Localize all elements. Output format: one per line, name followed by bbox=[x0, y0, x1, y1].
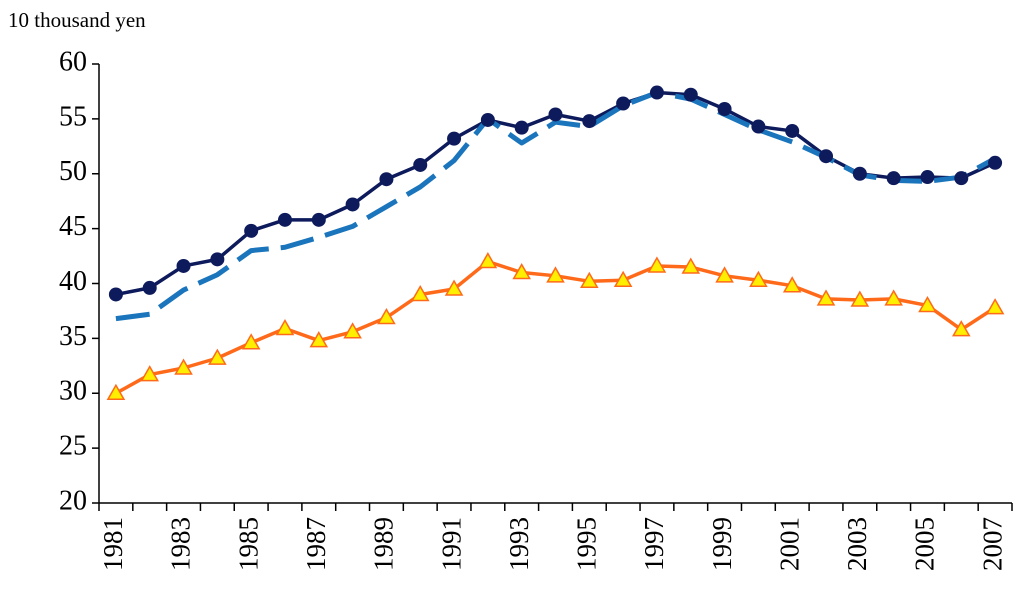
point bbox=[649, 85, 664, 100]
point bbox=[410, 284, 430, 302]
point bbox=[108, 287, 123, 302]
x-tick-label: 1987 bbox=[301, 517, 331, 571]
point bbox=[616, 96, 631, 111]
x-tick-label: 2001 bbox=[774, 517, 804, 571]
point bbox=[174, 358, 193, 375]
point bbox=[816, 289, 836, 306]
point bbox=[683, 87, 698, 102]
point bbox=[785, 123, 800, 138]
point bbox=[343, 322, 362, 339]
point bbox=[377, 308, 396, 325]
x-tick-label: 1981 bbox=[98, 517, 128, 571]
point bbox=[717, 101, 732, 116]
x-tick-label: 1985 bbox=[233, 517, 263, 571]
point bbox=[548, 107, 563, 122]
point bbox=[681, 257, 701, 274]
point bbox=[749, 270, 768, 287]
x-tick-label: 2003 bbox=[842, 517, 872, 571]
y-tick-label: 35 bbox=[59, 321, 87, 352]
x-tick-label: 1993 bbox=[504, 517, 534, 571]
point bbox=[309, 331, 329, 348]
point bbox=[379, 172, 394, 187]
x-tick-label: 1983 bbox=[166, 517, 196, 571]
point bbox=[311, 212, 326, 227]
point bbox=[480, 112, 495, 127]
point bbox=[988, 155, 1003, 170]
point bbox=[582, 114, 597, 129]
point bbox=[715, 266, 734, 283]
x-tick-label: 1989 bbox=[369, 517, 399, 571]
point bbox=[413, 157, 428, 172]
point bbox=[920, 170, 935, 185]
point bbox=[275, 318, 295, 336]
point bbox=[142, 280, 157, 295]
y-axis-label: 10 thousand yen bbox=[8, 8, 146, 32]
point bbox=[951, 320, 971, 337]
y-tick-label: 20 bbox=[59, 485, 87, 516]
point bbox=[244, 223, 259, 238]
point bbox=[478, 252, 498, 269]
y-tick-label: 50 bbox=[59, 156, 87, 187]
point bbox=[546, 266, 565, 283]
point bbox=[345, 197, 360, 212]
point bbox=[850, 290, 870, 307]
y-tick-label: 55 bbox=[59, 101, 87, 132]
point bbox=[580, 271, 599, 289]
x-tick-label: 1991 bbox=[436, 517, 466, 571]
point bbox=[884, 289, 903, 306]
point bbox=[886, 171, 901, 186]
point bbox=[852, 166, 867, 181]
point bbox=[514, 120, 529, 135]
point bbox=[613, 270, 633, 287]
y-tick-label: 25 bbox=[59, 431, 87, 462]
x-tick-label: 2007 bbox=[977, 517, 1007, 571]
point bbox=[954, 171, 969, 186]
point bbox=[176, 258, 191, 273]
y-tick-label: 60 bbox=[59, 46, 87, 77]
point bbox=[985, 298, 1005, 315]
point bbox=[819, 149, 834, 164]
point bbox=[210, 252, 225, 267]
point bbox=[647, 256, 667, 273]
series-line bbox=[115, 90, 997, 322]
point bbox=[241, 333, 261, 350]
point bbox=[444, 279, 464, 296]
y-tick-label: 40 bbox=[59, 266, 87, 297]
x-tick-label: 2005 bbox=[910, 517, 940, 571]
y-tick-label: 30 bbox=[59, 376, 87, 407]
x-tick-label: 1997 bbox=[639, 517, 669, 571]
point bbox=[751, 119, 766, 134]
point bbox=[208, 348, 227, 365]
x-tick-label: 1999 bbox=[707, 517, 737, 571]
y-tick-label: 45 bbox=[59, 211, 87, 242]
point bbox=[106, 383, 126, 400]
point bbox=[782, 276, 802, 293]
point bbox=[918, 295, 937, 313]
point bbox=[277, 212, 292, 227]
point bbox=[447, 131, 462, 146]
point bbox=[140, 365, 160, 382]
point bbox=[512, 263, 531, 280]
x-tick-label: 1995 bbox=[572, 517, 602, 571]
